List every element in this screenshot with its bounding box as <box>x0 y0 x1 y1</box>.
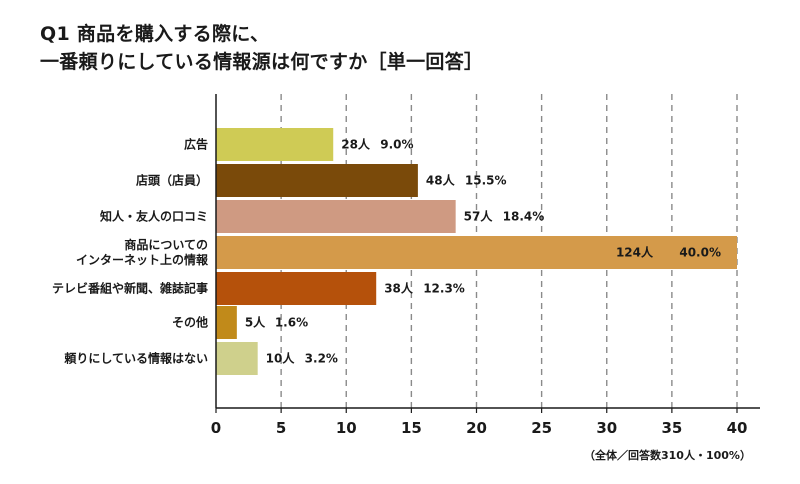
value-percent-5: 1.6% <box>275 316 308 330</box>
category-label-4: テレビ番組や新聞、雑誌記事 <box>52 281 208 296</box>
value-count-1: 48人 <box>426 173 456 188</box>
chart-footnote: （全体／回答数310人・100%） <box>584 449 751 462</box>
tick-label-30: 30 <box>596 419 617 437</box>
category-label-5: その他 <box>172 315 208 330</box>
title-line-2: 一番頼りにしている情報源は何ですか［単一回答］ <box>40 51 484 73</box>
value-percent-4: 12.3% <box>423 282 465 296</box>
tick-label-25: 25 <box>531 419 552 437</box>
value-count-2: 57人 <box>464 209 494 224</box>
value-percent-2: 18.4% <box>503 210 545 224</box>
value-count-0: 28人 <box>341 137 371 152</box>
category-label-6: 頼りにしている情報はない <box>63 351 208 366</box>
title-line-1: Q1 商品を購入する際に、 <box>40 23 270 45</box>
category-label-3-0: 商品についての <box>124 237 208 252</box>
tick-label-20: 20 <box>466 419 487 437</box>
category-label-1: 店頭（店員） <box>136 173 208 188</box>
bar-5 <box>216 306 237 339</box>
chart-title: Q1 商品を購入する際に、 一番頼りにしている情報源は何ですか［単一回答］ <box>40 20 740 76</box>
tick-label-35: 35 <box>661 419 682 437</box>
tick-label-40: 40 <box>727 419 748 437</box>
value-percent-0: 9.0% <box>380 138 413 152</box>
bar-1 <box>216 164 418 197</box>
tick-label-15: 15 <box>401 419 422 437</box>
tick-label-0: 0 <box>211 419 221 437</box>
tick-label-10: 10 <box>336 419 357 437</box>
category-label-2: 知人・友人の口コミ <box>99 209 208 224</box>
bar-2 <box>216 200 456 233</box>
value-percent-3: 40.0% <box>679 246 721 260</box>
value-count-3: 124人 <box>616 245 654 260</box>
value-percent-1: 15.5% <box>465 174 507 188</box>
bar-3 <box>216 236 737 269</box>
category-label-3-1: インターネット上の情報 <box>76 252 209 267</box>
bar-6 <box>216 342 258 375</box>
value-count-6: 10人 <box>266 351 296 366</box>
value-percent-6: 3.2% <box>305 352 338 366</box>
bar-0 <box>216 128 334 161</box>
bar-4 <box>216 272 377 305</box>
value-count-4: 38人 <box>384 281 414 296</box>
tick-label-5: 5 <box>276 419 286 437</box>
category-label-0: 広告 <box>184 137 208 152</box>
value-count-5: 5人 <box>245 315 266 330</box>
